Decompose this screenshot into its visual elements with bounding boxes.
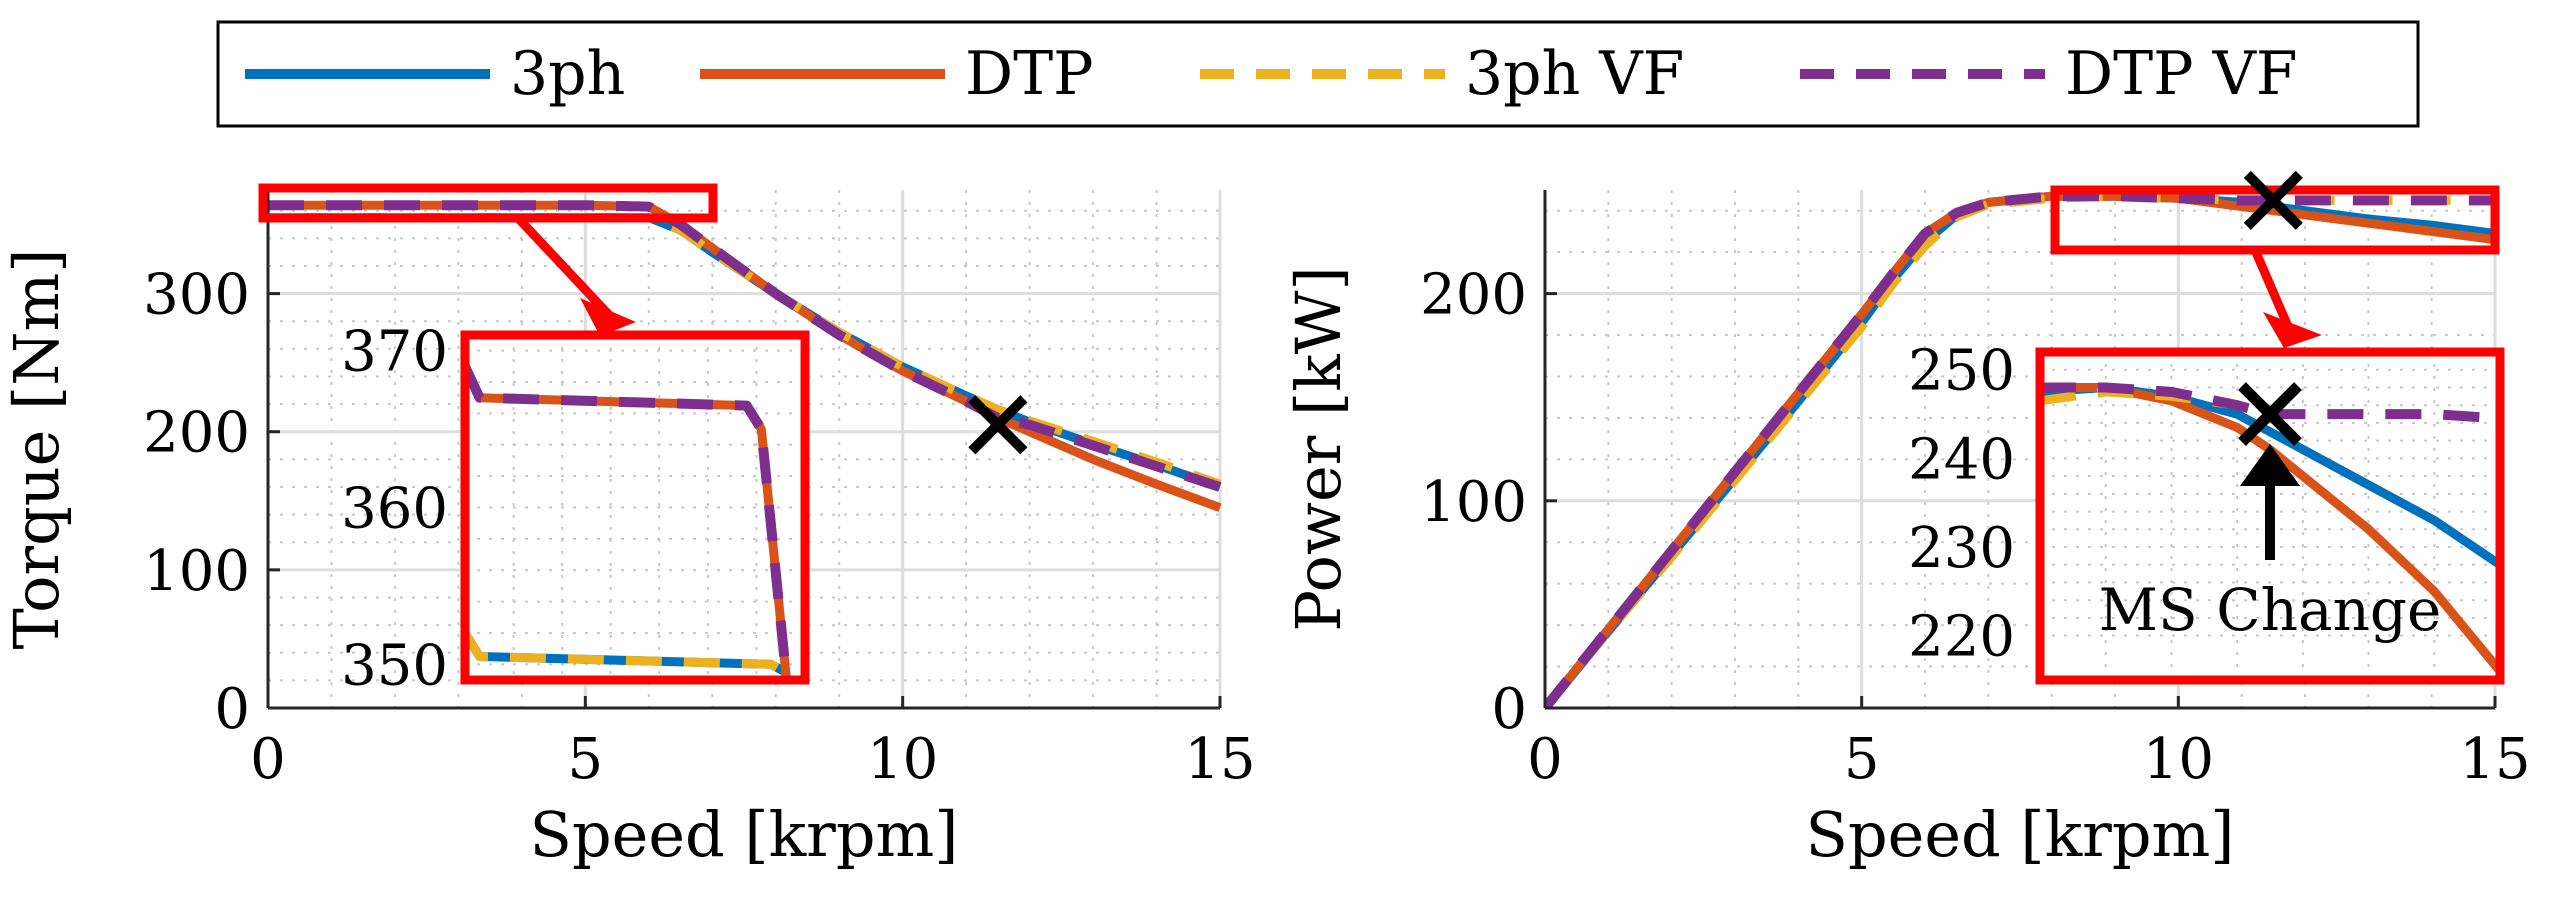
torque-x-tick-label: 15 xyxy=(1184,727,1255,792)
torque-inset-series-dtp-vf xyxy=(465,364,792,680)
torque-inset-y-tick-label: 370 xyxy=(341,320,448,385)
torque-inset-border xyxy=(460,330,810,685)
legend-label-3ph-vf: 3ph VF xyxy=(1465,39,1684,109)
power-chart: 0 5 10 15 0 100 200 Speed [krpm] Power [kW] 220 23… xyxy=(1282,170,2531,871)
torque-x-tick-label: 5 xyxy=(568,727,604,792)
power-inset-border xyxy=(2035,347,2505,685)
power-inset-y-tick-label: 250 xyxy=(1908,339,2015,404)
power-y-tick-label: 100 xyxy=(1420,470,1527,535)
power-y-tick-label: 0 xyxy=(1491,677,1527,742)
power-x-tick-label: 15 xyxy=(2459,727,2530,792)
legend: 3ph DTP 3ph VF DTP VF xyxy=(216,20,2420,128)
ms-change-annotation: MS Change xyxy=(2099,576,2442,644)
torque-marker-x xyxy=(968,395,1028,455)
power-y-tick-label: 200 xyxy=(1420,263,1527,328)
torque-y-axis-label: Torque [Nm] xyxy=(0,249,73,650)
power-y-axis-label: Power [kW] xyxy=(1282,266,1355,631)
torque-zoom-region xyxy=(258,183,718,223)
torque-inset-series-3ph-vf xyxy=(465,630,791,680)
torque-x-tick-label: 10 xyxy=(867,727,938,792)
legend-label-dtp-vf: DTP VF xyxy=(2065,39,2298,109)
power-series-dtp-vf xyxy=(1545,191,2495,708)
torque-y-tick-label: 300 xyxy=(143,263,250,328)
torque-series-dtp-vf xyxy=(268,200,1222,492)
torque-y-tick-label: 200 xyxy=(143,401,250,466)
power-zoom-arrow xyxy=(2250,248,2295,333)
torque-inset: 350 360 370 xyxy=(341,320,810,698)
torque-y-tick-label: 0 xyxy=(214,677,250,742)
power-x-tick-label: 0 xyxy=(1527,727,1563,792)
torque-zoom-arrowhead xyxy=(580,298,636,336)
power-zoom-arrowhead xyxy=(2263,312,2322,348)
torque-zoom-arrow xyxy=(514,214,614,320)
torque-inset-y-tick-label: 360 xyxy=(341,477,448,542)
power-inset-y-tick-label: 240 xyxy=(1908,427,2015,492)
power-inset-y-tick-label: 220 xyxy=(1908,605,2015,670)
ms-change-arrowhead xyxy=(2240,444,2300,487)
power-x-tick-label: 5 xyxy=(1844,727,1880,792)
torque-inset-y-tick-label: 350 xyxy=(341,633,448,698)
power-inset: 220 230 240 250 MS Change xyxy=(1908,339,2505,685)
torque-x-axis-label: Speed [krpm] xyxy=(529,798,958,871)
legend-label-3ph: 3ph xyxy=(510,39,625,109)
torque-chart: 0 5 10 15 0 100 200 300 Speed [krpm] Torque [Nm] 3… xyxy=(0,183,1256,871)
power-inset-marker-x xyxy=(2238,382,2302,446)
power-inset-y-tick-label: 230 xyxy=(1908,516,2015,581)
power-x-axis-label: Speed [krpm] xyxy=(1805,798,2234,871)
legend-label-dtp: DTP xyxy=(965,39,1094,109)
power-marker-x xyxy=(2243,170,2303,230)
power-x-tick-label: 10 xyxy=(2143,727,2214,792)
power-zoom-region xyxy=(2050,185,2500,255)
torque-x-tick-label: 0 xyxy=(250,727,286,792)
torque-y-tick-label: 100 xyxy=(143,539,250,604)
